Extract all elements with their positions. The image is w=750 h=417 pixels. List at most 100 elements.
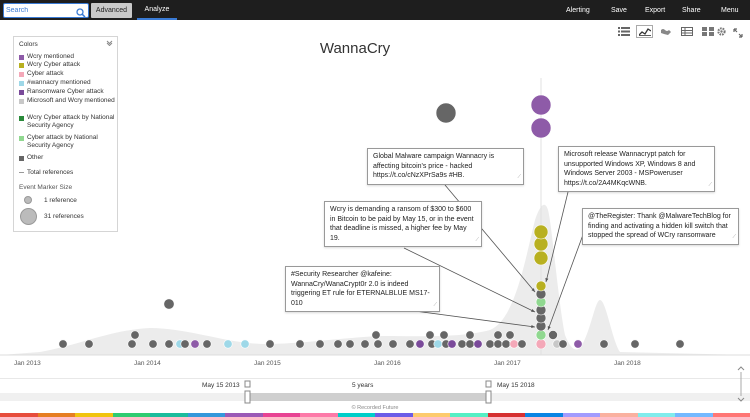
event-marker[interactable] xyxy=(371,330,381,340)
event-marker[interactable] xyxy=(265,339,275,349)
event-marker[interactable] xyxy=(333,339,343,349)
event-marker[interactable] xyxy=(630,339,640,349)
event-marker[interactable] xyxy=(148,339,158,349)
x-tick-label: Jan 2016 xyxy=(374,360,401,367)
x-tick-label: Jan 2018 xyxy=(614,360,641,367)
annotation-text: #Security Researcher @kafeine: WannaCry/… xyxy=(291,271,430,307)
event-marker[interactable] xyxy=(533,224,549,240)
event-marker[interactable] xyxy=(533,250,549,266)
event-marker[interactable] xyxy=(457,339,467,349)
event-marker[interactable] xyxy=(465,330,475,340)
event-marker[interactable] xyxy=(558,339,568,349)
search-box[interactable] xyxy=(3,3,89,18)
event-marker[interactable] xyxy=(127,339,137,349)
legend-swatch xyxy=(19,155,24,161)
legend-label: #wannacry mentioned xyxy=(27,79,91,86)
timeline-view-icon[interactable] xyxy=(636,25,653,38)
save-menu[interactable]: Save xyxy=(611,6,627,14)
event-marker[interactable] xyxy=(517,339,527,349)
legend-item[interactable]: #wannacry mentioned xyxy=(19,79,115,87)
annotation-bitcoin-price[interactable]: Global Malware campaign Wannacry is affe… xyxy=(367,148,524,185)
event-marker[interactable] xyxy=(447,339,457,349)
small-marker-swatch xyxy=(24,196,32,204)
event-marker[interactable] xyxy=(425,330,435,340)
top-toolbar: Advanced Analyze Alerting Save Export Sh… xyxy=(0,0,750,20)
legend-item[interactable]: Cyber attack xyxy=(19,70,115,78)
annotation-ransom-demand[interactable]: Wcry is demanding a ransom of $300 to $6… xyxy=(324,201,482,247)
event-marker[interactable] xyxy=(535,338,547,350)
event-marker[interactable] xyxy=(599,339,609,349)
event-marker[interactable] xyxy=(530,94,552,116)
event-marker[interactable] xyxy=(58,339,68,349)
event-marker[interactable] xyxy=(473,339,483,349)
legend-item[interactable]: Other xyxy=(19,154,115,162)
event-marker[interactable] xyxy=(548,330,558,340)
event-marker[interactable] xyxy=(435,102,457,124)
event-marker[interactable] xyxy=(439,330,449,340)
event-marker[interactable] xyxy=(505,330,515,340)
event-marker[interactable] xyxy=(373,339,383,349)
event-marker[interactable] xyxy=(573,339,583,349)
search-input[interactable] xyxy=(4,4,74,17)
vertical-scroll-control[interactable] xyxy=(737,366,745,402)
color-strip-segment xyxy=(0,413,38,417)
map-view-icon[interactable] xyxy=(657,25,674,38)
event-marker[interactable] xyxy=(315,339,325,349)
event-marker[interactable] xyxy=(345,339,355,349)
expand-icon[interactable] xyxy=(733,25,743,43)
alerting-menu[interactable]: Alerting xyxy=(566,6,590,14)
event-marker[interactable] xyxy=(485,339,495,349)
range-selector[interactable] xyxy=(0,378,750,408)
event-marker[interactable] xyxy=(240,339,250,349)
event-marker[interactable] xyxy=(493,339,503,349)
event-marker[interactable] xyxy=(190,339,200,349)
event-marker[interactable] xyxy=(164,339,174,349)
event-marker[interactable] xyxy=(465,339,475,349)
chevron-down-icon[interactable] xyxy=(106,40,113,48)
event-marker[interactable] xyxy=(130,330,140,340)
event-marker[interactable] xyxy=(509,339,519,349)
range-end-handle[interactable] xyxy=(485,380,492,404)
event-marker[interactable] xyxy=(360,339,370,349)
legend-item[interactable]: Cyber attack by National Security Agency xyxy=(19,134,115,150)
legend-item[interactable]: Microsoft and Wcry mentioned xyxy=(19,97,115,105)
advanced-button[interactable]: Advanced xyxy=(91,3,132,18)
event-marker[interactable] xyxy=(493,330,503,340)
event-marker[interactable] xyxy=(295,339,305,349)
list-view-icon[interactable] xyxy=(615,25,632,38)
event-marker[interactable] xyxy=(433,339,443,349)
gear-icon[interactable] xyxy=(716,24,727,42)
event-marker[interactable] xyxy=(415,339,425,349)
color-strip-segment xyxy=(412,413,450,417)
grid-view-icon[interactable] xyxy=(699,25,716,38)
main-menu[interactable]: Menu xyxy=(721,6,739,14)
export-menu[interactable]: Export xyxy=(645,6,666,14)
legend-label: Other xyxy=(27,154,44,161)
table-view-icon[interactable] xyxy=(678,25,695,38)
event-marker[interactable] xyxy=(163,298,175,310)
search-icon[interactable] xyxy=(76,5,86,23)
event-marker[interactable] xyxy=(223,339,233,349)
event-marker[interactable] xyxy=(405,339,415,349)
event-marker[interactable] xyxy=(84,339,94,349)
event-marker[interactable] xyxy=(202,339,212,349)
annotation-eternalblue[interactable]: #Security Researcher @kafeine: WannaCry/… xyxy=(285,266,440,312)
annotation-kill-switch[interactable]: @TheRegister: Thank @MalwareTechBlog for… xyxy=(582,208,739,245)
legend-item[interactable]: Wcry mentioned xyxy=(19,53,115,61)
legend-item[interactable]: Wcry Cyber attack by National Security A… xyxy=(19,114,115,130)
event-marker[interactable] xyxy=(675,339,685,349)
color-strip-segment xyxy=(712,413,750,417)
event-marker[interactable] xyxy=(530,117,552,139)
event-marker[interactable] xyxy=(535,280,547,292)
analyze-tab[interactable]: Analyze xyxy=(137,0,177,20)
event-marker[interactable] xyxy=(501,339,511,349)
legend-item[interactable]: Wcry Cyber attack xyxy=(19,61,115,69)
annotation-microsoft-patch[interactable]: Microsoft release Wannacrypt patch for u… xyxy=(558,146,715,192)
event-marker[interactable] xyxy=(180,339,190,349)
share-menu[interactable]: Share xyxy=(682,6,701,14)
event-marker[interactable] xyxy=(388,339,398,349)
range-start-label: May 15 2013 xyxy=(202,382,240,389)
legend-item[interactable]: Ransomware Cyber attack xyxy=(19,88,115,96)
range-start-handle[interactable] xyxy=(244,380,251,404)
event-marker[interactable] xyxy=(535,329,547,341)
